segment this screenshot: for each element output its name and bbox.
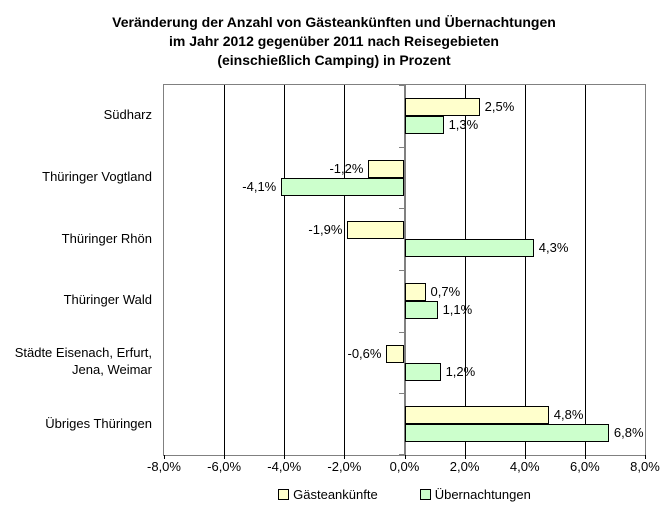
legend-label-gaesteankuenfte: Gästeankünfte: [293, 487, 378, 502]
value-axis-tick: [284, 455, 286, 459]
category-axis-tick: [398, 85, 404, 86]
legend-label-uebernachtungen: Übernachtungen: [434, 487, 531, 502]
zero-axis-line: [403, 85, 406, 455]
bar-übernachtungen: [404, 362, 441, 381]
bar-übernachtungen: [404, 115, 444, 134]
category-axis-tick: [398, 208, 404, 210]
bar-gästeankünfte: [347, 221, 405, 240]
bar-value-label: 1,2%: [445, 363, 476, 379]
category-axis-tick: [398, 146, 404, 148]
gridline: [524, 85, 526, 455]
legend-item-uebernachtungen: Übernachtungen: [419, 487, 531, 502]
bar-gästeankünfte: [368, 159, 405, 178]
bar-value-label: 4,3%: [538, 240, 569, 256]
gridline: [464, 85, 466, 455]
bar-gästeankünfte: [404, 97, 480, 116]
gridline: [284, 85, 286, 455]
bar-übernachtungen: [404, 239, 534, 258]
category-label: Südharz: [103, 107, 152, 123]
value-axis-tick: [404, 455, 406, 459]
value-axis-tick-label: 8,0%: [630, 459, 660, 474]
bar-gästeankünfte: [404, 406, 549, 425]
bar-value-label: 1,3%: [448, 116, 479, 132]
category-label: Übriges Thüringen: [45, 415, 152, 431]
value-axis-tick-label: -8,0%: [147, 459, 181, 474]
category-axis-tick: [398, 393, 404, 395]
value-axis-tick-label: 0,0%: [389, 459, 420, 474]
value-axis-labels: -8,0% -6,0% -4,0% -2,0% 0,0% 2,0% 4,0% 6,0% 8,0%: [147, 459, 660, 477]
chart-title: Veränderung der Anzahl von Gästeankünfte…: [20, 13, 648, 70]
category-label: Städte Eisenach, Erfurt, Jena, Weimar: [14, 345, 152, 378]
value-axis-tick-label: 2,0%: [449, 459, 480, 474]
gridline: [224, 85, 226, 455]
value-axis-tick: [645, 455, 646, 459]
legend-item-gaesteankuenfte: Gästeankünfte: [278, 487, 378, 502]
value-axis-tick: [464, 455, 466, 459]
category-label: Thüringer Vogtland: [42, 168, 152, 184]
bar-gästeankünfte: [404, 282, 426, 301]
bar-gästeankünfte: [386, 344, 405, 363]
plot-area: 2,5% 1,3% -1,2% -4,1% -1,9% 4,3% 0,7% 1,1% -0,6%…: [163, 84, 646, 459]
legend-swatch-uebernachtungen-icon: [419, 489, 431, 500]
value-axis-tick: [524, 455, 526, 459]
category-label: Thüringer Wald: [63, 292, 152, 308]
category-label: Thüringer Rhön: [61, 230, 152, 246]
bar-value-label: 2,5%: [484, 98, 515, 114]
bar-übernachtungen: [404, 300, 438, 319]
value-axis-tick-label: -2,0%: [327, 459, 362, 474]
bar-übernachtungen: [404, 424, 609, 443]
legend: Gästeankünfte Übernachtungen: [163, 487, 646, 502]
chart-title-line-2: im Jahr 2012 gegenüber 2011 nach Reisege…: [169, 33, 499, 49]
value-axis-tick-label: 6,0%: [570, 459, 600, 474]
category-axis-tick: [398, 454, 404, 455]
bar-value-label: -1,2%: [329, 160, 364, 176]
legend-swatch-gaesteankuenfte-icon: [278, 489, 290, 500]
category-axis-tick: [398, 331, 404, 333]
gridline: [584, 85, 586, 455]
bar-value-label: 1,1%: [442, 301, 473, 317]
value-axis-tick: [164, 455, 165, 459]
bar-value-label: 6,8%: [613, 425, 644, 441]
gridline: [344, 85, 346, 455]
value-axis-tick: [584, 455, 586, 459]
bar-value-label: -0,6%: [347, 345, 382, 361]
chart-title-line-3: (einschießlich Camping) in Prozent: [217, 52, 451, 68]
value-axis-tick: [344, 455, 346, 459]
bar-value-label: 0,7%: [430, 283, 461, 299]
value-axis-tick-label: -6,0%: [207, 459, 242, 474]
value-axis-tick: [224, 455, 226, 459]
value-axis-tick-label: -4,0%: [267, 459, 302, 474]
bar-value-label: 4,8%: [553, 407, 584, 423]
bar-value-label: -4,1%: [242, 178, 277, 194]
chart-title-line-1: Veränderung der Anzahl von Gästeankünfte…: [112, 14, 556, 30]
value-axis-tick-label: 4,0%: [509, 459, 540, 474]
bar-value-label: -1,9%: [308, 222, 343, 238]
category-axis-labels: Südharz Thüringer Vogtland Thüringer Rhön T…: [0, 84, 152, 454]
category-axis-tick: [398, 270, 404, 271]
bar-übernachtungen: [281, 177, 405, 196]
